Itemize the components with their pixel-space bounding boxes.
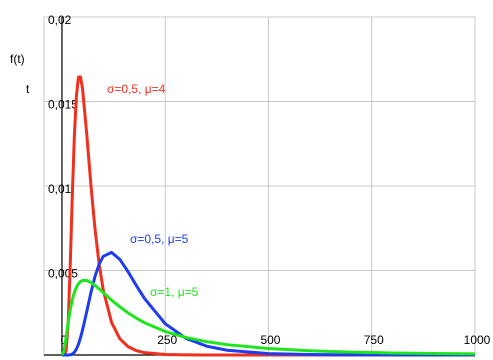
curve-label: σ=1, μ=5 xyxy=(150,285,199,299)
curve-label: σ=0,5, μ=4 xyxy=(107,82,166,96)
curve xyxy=(60,278,476,356)
x-axis-label: t xyxy=(26,82,30,96)
y-axis-label: f(t) xyxy=(10,52,25,66)
x-tick-label: 500 xyxy=(260,333,280,347)
x-tick-label: 1000 xyxy=(464,333,491,347)
y-tick-label: 0,015 xyxy=(48,98,78,112)
y-tick-label: 0,005 xyxy=(48,267,78,281)
x-tick-label: 0 xyxy=(61,333,68,347)
y-tick-label: 0,01 xyxy=(48,182,72,196)
y-tick-label: 0,02 xyxy=(48,13,72,27)
curve-label: σ=0,5, μ=5 xyxy=(130,232,189,246)
x-tick-label: 750 xyxy=(364,333,384,347)
curve xyxy=(61,250,475,357)
x-tick-label: 250 xyxy=(157,333,177,347)
